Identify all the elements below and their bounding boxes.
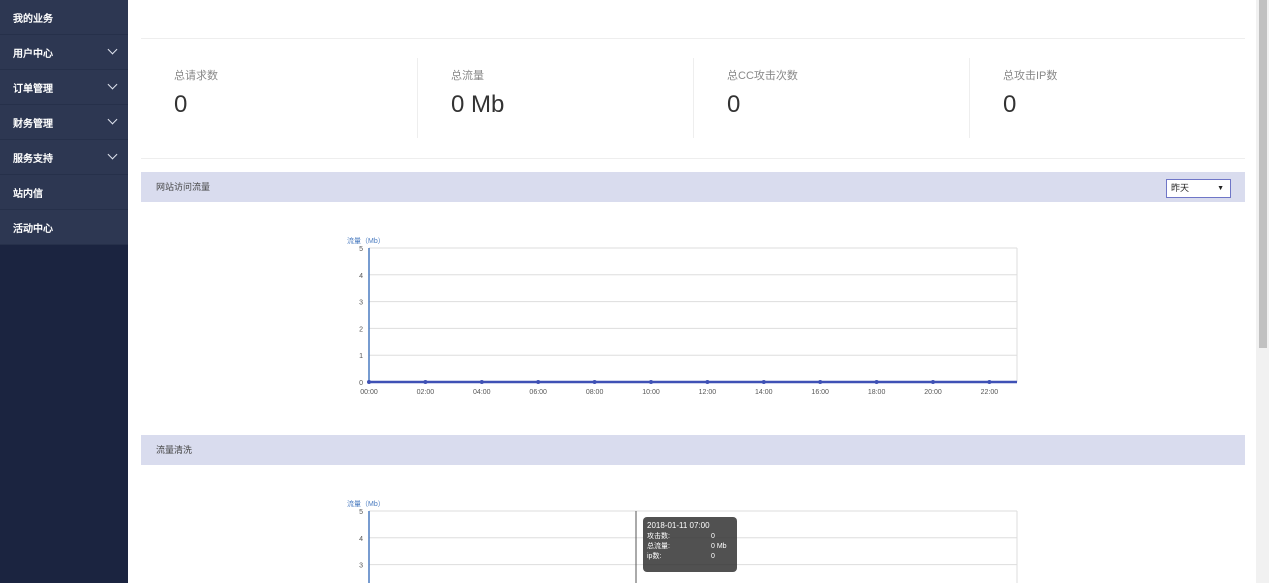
x-tick-label: 20:00: [924, 389, 942, 396]
tooltip-value: 0 Mb: [711, 543, 727, 550]
tooltip-row: 攻击数: 0: [647, 532, 733, 542]
y-tick-label: 4: [359, 536, 363, 543]
tooltip-key: ip数:: [647, 553, 662, 560]
sidebar-item[interactable]: 财务管理: [0, 105, 128, 140]
x-tick-label: 14:00: [755, 389, 773, 396]
y-tick-label: 5: [359, 509, 363, 516]
sidebar-item-label: 活动中心: [13, 223, 53, 235]
x-tick-label: 18:00: [868, 389, 886, 396]
divider: [141, 158, 1245, 159]
x-tick-label: 02:00: [417, 389, 435, 396]
stat-value: 0: [174, 91, 188, 118]
stat-label: 总流量: [451, 70, 484, 82]
data-point: [987, 380, 992, 384]
data-point: [536, 380, 541, 384]
chart-tooltip: 2018-01-11 07:00 攻击数: 0 总流量: 0 Mb ip数: 0: [643, 517, 737, 572]
stat-value: 0: [1003, 91, 1017, 118]
x-tick-label: 04:00: [473, 389, 491, 396]
tooltip-time: 2018-01-11 07:00: [647, 521, 710, 530]
y-tick-label: 3: [359, 300, 363, 307]
sidebar-item[interactable]: 用户中心: [0, 35, 128, 70]
sidebar-item[interactable]: 服务支持: [0, 140, 128, 175]
dropdown-arrow-icon: ▼: [1217, 185, 1224, 192]
x-tick-label: 10:00: [642, 389, 660, 396]
data-point: [818, 380, 823, 384]
y-tick-label: 0: [359, 380, 363, 387]
sidebar: 我的业务用户中心订单管理财务管理服务支持站内信活动中心: [0, 0, 128, 583]
traffic-section-title: 网站访问流量: [156, 182, 211, 192]
stat-card: 总攻击IP数 0: [969, 58, 1245, 138]
sidebar-item-label: 站内信: [13, 188, 43, 200]
data-point: [649, 380, 653, 384]
data-point: [874, 380, 879, 384]
time-range-select[interactable]: 昨天 ▼: [1166, 179, 1231, 198]
time-range-value: 昨天: [1171, 183, 1190, 193]
sidebar-item[interactable]: 站内信: [0, 175, 128, 210]
stat-card: 总请求数 0: [141, 39, 417, 159]
x-tick-label: 12:00: [699, 389, 717, 396]
divider: [141, 38, 1245, 39]
data-point: [931, 380, 935, 384]
x-tick-label: 08:00: [586, 389, 604, 396]
stat-label: 总CC攻击次数: [727, 70, 798, 82]
cleaning-section-title: 流量清洗: [156, 445, 193, 455]
sidebar-item[interactable]: 我的业务: [0, 0, 128, 35]
tooltip-value: 0: [711, 533, 715, 540]
stat-label: 总攻击IP数: [1003, 70, 1058, 82]
y-tick-label: 1: [359, 353, 363, 360]
stat-card: 总CC攻击次数 0: [693, 58, 969, 138]
scrollbar-thumb[interactable]: [1259, 0, 1267, 348]
x-tick-label: 00:00: [360, 389, 378, 396]
tooltip-key: 攻击数:: [647, 533, 670, 540]
sidebar-item[interactable]: 订单管理: [0, 70, 128, 105]
x-tick-label: 06:00: [529, 389, 547, 396]
data-point: [705, 380, 710, 384]
y-tick-label: 4: [359, 273, 363, 280]
y-tick-label: 3: [359, 563, 363, 570]
data-point: [367, 380, 371, 384]
y-tick-label: 5: [359, 246, 363, 253]
y-axis-title: 流量（Mb）: [347, 499, 385, 508]
stat-value: 0 Mb: [451, 91, 505, 118]
stat-label: 总请求数: [174, 70, 218, 82]
sidebar-item[interactable]: 活动中心: [0, 210, 128, 245]
sidebar-item-label: 服务支持: [13, 153, 53, 165]
data-point: [761, 380, 766, 384]
tooltip-value: 0: [711, 553, 715, 560]
x-tick-label: 22:00: [981, 389, 999, 396]
sidebar-item-label: 我的业务: [13, 13, 53, 25]
stat-value: 0: [727, 91, 741, 118]
sidebar-item-label: 财务管理: [13, 118, 53, 130]
cleaning-section-header: 流量清洗: [141, 435, 1245, 465]
sidebar-item-label: 用户中心: [13, 48, 53, 60]
tooltip-row: 总流量: 0 Mb: [647, 542, 733, 552]
tooltip-key: 总流量:: [647, 543, 670, 550]
y-tick-label: 2: [359, 326, 363, 333]
data-point: [592, 380, 597, 384]
traffic-section-header: 网站访问流量 昨天 ▼: [141, 172, 1245, 202]
stat-card: 总流量 0 Mb: [417, 58, 693, 138]
sidebar-item-label: 订单管理: [13, 83, 53, 95]
y-axis-title: 流量（Mb）: [347, 236, 385, 245]
data-point: [479, 380, 484, 384]
x-tick-label: 16:00: [811, 389, 829, 396]
scrollbar[interactable]: [1256, 0, 1269, 583]
data-point: [423, 380, 428, 384]
tooltip-row: ip数: 0: [647, 552, 733, 562]
